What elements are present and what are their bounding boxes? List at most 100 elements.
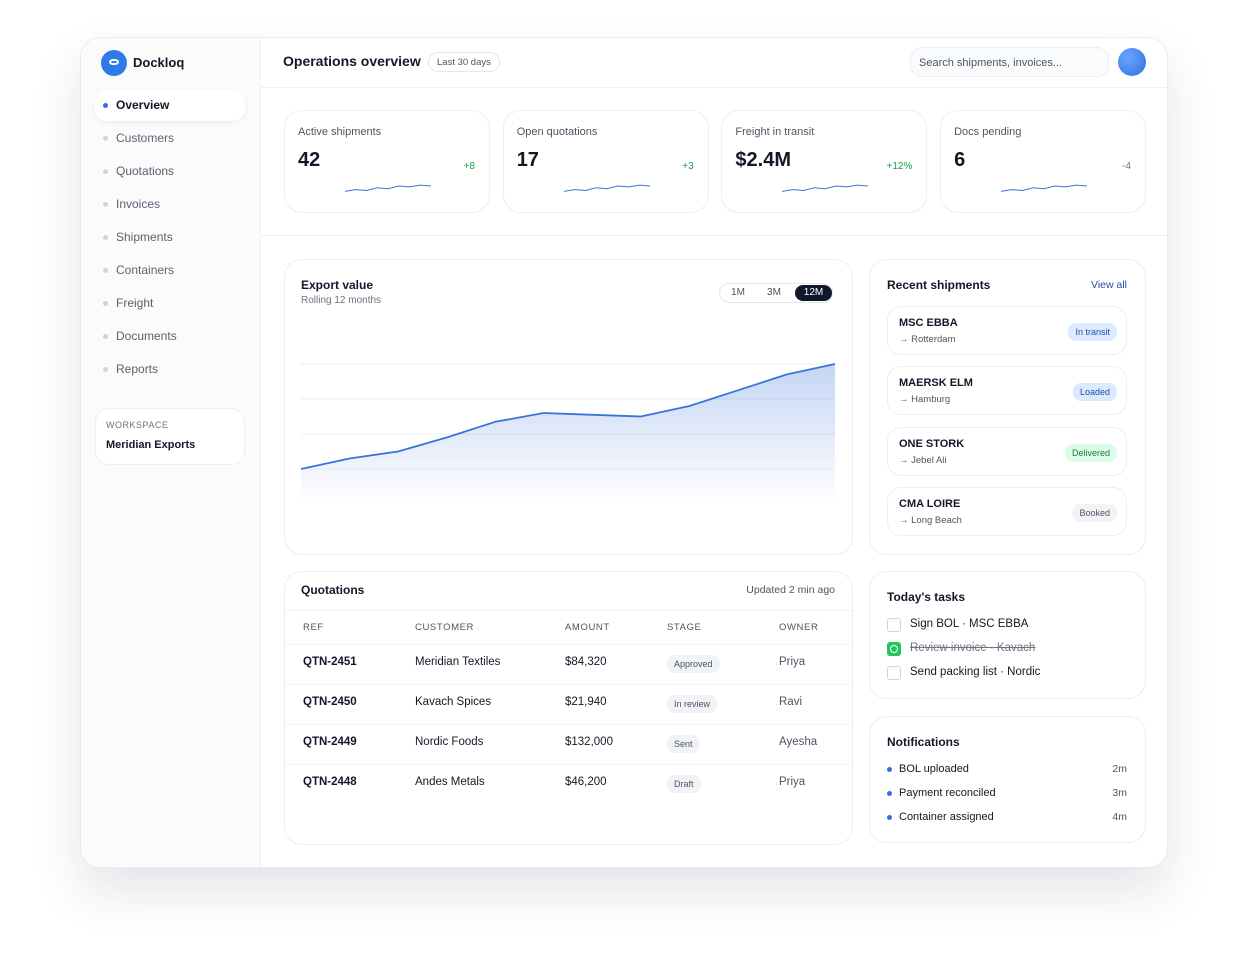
row-divider — [285, 724, 852, 725]
logo — [101, 50, 127, 76]
kpi-label: Open quotations — [516, 126, 598, 138]
cell: $46,200 — [565, 776, 607, 788]
cell: $21,940 — [565, 696, 607, 708]
kpi-card: Docs pending 6 -4 — [940, 110, 1147, 213]
chart-subtitle: Rolling 12 months — [301, 295, 382, 306]
checkbox[interactable] — [887, 666, 901, 680]
nav-item[interactable]: Containers — [116, 263, 175, 277]
nav-item[interactable]: Reports — [116, 362, 159, 376]
area-chart — [300, 363, 836, 504]
cell: Andes Metals — [415, 776, 485, 788]
notification-time: 3m — [1112, 787, 1127, 799]
notification-dot — [887, 767, 892, 772]
cell: $84,320 — [565, 656, 607, 668]
chart-title: Export value — [301, 278, 374, 292]
notification-text: BOL uploaded — [899, 763, 969, 775]
kpi-label: Active shipments — [298, 126, 382, 138]
kpi-delta: -4 — [1122, 161, 1132, 172]
nav-item[interactable]: Freight — [116, 296, 154, 310]
cell: QTN-2450 — [303, 696, 357, 708]
column-header: STAGE — [667, 622, 702, 633]
nav-dot — [103, 136, 108, 141]
quotations-updated: Updated 2 min ago — [746, 584, 835, 596]
nav-dot — [103, 268, 108, 273]
range-button[interactable]: 1M — [731, 287, 745, 298]
column-header: AMOUNT — [565, 622, 610, 633]
stage-pill: In review — [667, 695, 718, 713]
task-text: Review invoice · Kavach — [910, 642, 1036, 654]
nav-item[interactable]: Overview — [116, 98, 170, 112]
kpi-delta: +8 — [463, 161, 475, 172]
area-fill — [301, 364, 835, 504]
range-pill[interactable]: Last 30 days — [428, 52, 500, 72]
check-icon — [890, 645, 898, 653]
sparkline-line — [563, 184, 650, 192]
stage-pill: Approved — [667, 655, 720, 673]
cell: QTN-2449 — [303, 736, 357, 748]
shipments-title: Recent shipments — [887, 278, 991, 292]
destination: → Jebel Ali — [899, 454, 947, 466]
nav-item[interactable]: Invoices — [116, 197, 161, 211]
tasks-card — [869, 571, 1146, 699]
workspace-name: Meridian Exports — [106, 439, 196, 451]
view-all[interactable]: View all — [1091, 279, 1127, 291]
brand: Dockloq — [133, 55, 185, 70]
row-divider — [285, 684, 852, 685]
cell: Ayesha — [779, 736, 818, 748]
cell: Kavach Spices — [415, 696, 492, 708]
notification-dot — [887, 815, 892, 820]
shipment-item[interactable]: MAERSK ELM → Hamburg Loaded — [887, 366, 1127, 416]
nav-dot — [103, 235, 108, 240]
page-title: Operations overview — [283, 53, 421, 69]
cell: Ravi — [779, 696, 803, 708]
kpi-value: 17 — [516, 149, 539, 171]
cell: Priya — [779, 656, 806, 668]
search[interactable]: Search shipments, invoices... — [910, 47, 1109, 77]
kpi-value: 42 — [298, 149, 321, 171]
range-button[interactable]: 12M — [795, 285, 832, 301]
quotations-card — [284, 571, 853, 845]
table-divider — [285, 610, 852, 611]
cell: QTN-2448 — [303, 776, 357, 788]
sparkline — [782, 184, 869, 192]
nav-item[interactable]: Quotations — [116, 164, 175, 178]
kpi-delta: +12% — [886, 161, 913, 172]
avatar[interactable] — [1118, 48, 1146, 76]
tasks-title: Today's tasks — [887, 590, 965, 604]
notification-text: Container assigned — [899, 811, 994, 823]
shipment-item[interactable]: ONE STORK → Jebel Ali Delivered — [887, 426, 1127, 476]
range-button[interactable]: 3M — [767, 287, 781, 298]
sparkline — [1001, 184, 1088, 192]
nav-item[interactable]: Documents — [116, 329, 177, 343]
status-pill: Delivered — [1064, 443, 1117, 462]
notification-time: 2m — [1112, 763, 1127, 775]
nav-dot — [103, 169, 108, 174]
status-pill: Loaded — [1072, 383, 1117, 402]
stage-pill: Draft — [667, 775, 701, 793]
shipment-item[interactable]: CMA LOIRE → Long Beach Booked — [887, 486, 1127, 536]
shipment-item[interactable]: MSC EBBA → Rotterdam In transit — [887, 306, 1127, 355]
column-header: REF — [303, 622, 324, 633]
task-text: Sign BOL · MSC EBBA — [910, 618, 1029, 630]
sparkline — [563, 184, 650, 192]
vessel: MSC EBBA — [899, 317, 958, 329]
checkbox[interactable] — [887, 642, 901, 656]
nav-dot — [103, 334, 108, 339]
range-toggle — [719, 283, 833, 303]
kpi-delta: +3 — [682, 161, 694, 172]
nav-active-bg — [95, 90, 245, 121]
area-line — [300, 363, 836, 470]
row-divider — [285, 644, 852, 645]
nav-dot — [103, 202, 108, 207]
sparkline-line — [782, 184, 869, 192]
vessel: CMA LOIRE — [899, 497, 961, 510]
nav-item[interactable]: Shipments — [116, 230, 173, 244]
vessel: MAERSK ELM — [899, 377, 973, 390]
cell: Nordic Foods — [415, 736, 484, 748]
header-divider — [261, 87, 1167, 88]
notification-text: Payment reconciled — [899, 787, 996, 799]
destination: → Rotterdam — [899, 334, 956, 345]
checkbox[interactable] — [887, 618, 901, 632]
nav-item[interactable]: Customers — [116, 131, 175, 145]
section-divider — [261, 235, 1167, 236]
